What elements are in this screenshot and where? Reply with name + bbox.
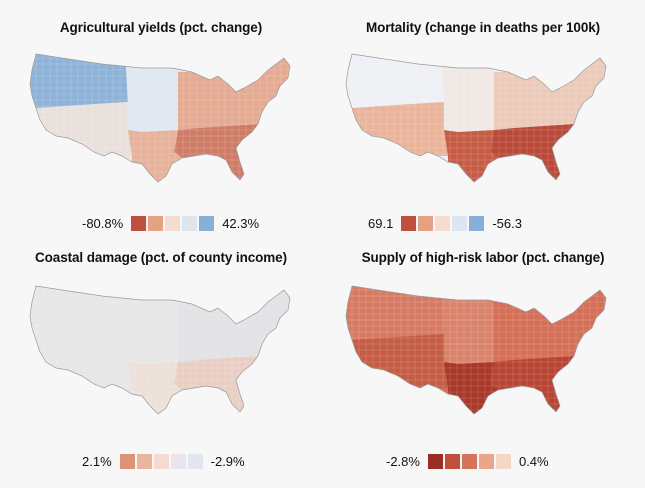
panel-mortality: Mortality (change in deaths per 100k) 69… bbox=[322, 0, 644, 244]
panel-coastal-damage: Coastal damage (pct. of county income) 2… bbox=[0, 244, 322, 488]
us-county-map bbox=[29, 285, 291, 415]
panel-high-risk-labor: Supply of high-risk labor (pct. change) … bbox=[322, 244, 644, 488]
panel-title: Coastal damage (pct. of county income) bbox=[35, 250, 287, 265]
legend-swatch bbox=[148, 216, 164, 231]
color-legend: 2.1% -2.9% bbox=[82, 454, 245, 469]
legend-swatch bbox=[165, 216, 181, 231]
legend-swatch bbox=[444, 454, 460, 469]
map-region-plains bbox=[442, 66, 494, 132]
legend-swatch bbox=[136, 454, 152, 469]
map-region-south-west bbox=[36, 102, 132, 156]
panel-title: Supply of high-risk labor (pct. change) bbox=[361, 250, 605, 265]
map-region-south-east bbox=[174, 356, 258, 412]
legend-swatch bbox=[435, 216, 451, 231]
map-region-south-west bbox=[352, 102, 448, 156]
map-region-plains bbox=[442, 298, 494, 364]
legend-max-label: -2.9% bbox=[210, 454, 245, 469]
legend-max-label: -56.3 bbox=[492, 216, 522, 231]
legend-swatches bbox=[131, 216, 215, 231]
legend-swatch bbox=[427, 454, 443, 469]
us-outline bbox=[345, 53, 607, 183]
legend-swatches bbox=[427, 454, 511, 469]
map-region-north-west bbox=[30, 54, 128, 108]
map-region-texas bbox=[128, 130, 182, 182]
legend-swatch bbox=[170, 454, 186, 469]
panel-agricultural-yields: Agricultural yields (pct. change) -80.8%… bbox=[0, 0, 322, 244]
legend-min-label: -2.8% bbox=[386, 454, 420, 469]
legend-swatch bbox=[187, 454, 203, 469]
map-region-north-west bbox=[30, 286, 128, 340]
map-region-north-west bbox=[346, 286, 444, 340]
map-region-plains bbox=[126, 298, 178, 364]
legend-swatch bbox=[119, 454, 135, 469]
legend-swatch bbox=[478, 454, 494, 469]
us-outline bbox=[29, 285, 291, 415]
legend-swatches bbox=[119, 454, 203, 469]
us-county-map bbox=[29, 53, 291, 183]
legend-swatch bbox=[153, 454, 169, 469]
map-region-south-east bbox=[490, 124, 574, 180]
map-region-south-west bbox=[36, 334, 132, 388]
us-county-map bbox=[345, 285, 607, 415]
legend-min-label: -80.8% bbox=[82, 216, 124, 231]
map-region-plains bbox=[126, 66, 178, 132]
map-region-texas bbox=[444, 130, 498, 182]
legend-max-label: 42.3% bbox=[222, 216, 260, 231]
legend-min-label: 2.1% bbox=[82, 454, 112, 469]
legend-swatch bbox=[469, 216, 485, 231]
color-legend: 69.1 -56.3 bbox=[368, 216, 522, 231]
legend-swatch bbox=[401, 216, 417, 231]
us-outline bbox=[29, 53, 291, 183]
map-region-south-east bbox=[174, 124, 258, 180]
color-legend: -2.8% 0.4% bbox=[386, 454, 549, 469]
legend-swatch bbox=[131, 216, 147, 231]
map-region-texas bbox=[128, 362, 182, 414]
map-region-north-west bbox=[346, 54, 444, 108]
legend-swatch bbox=[461, 454, 477, 469]
legend-min-label: 69.1 bbox=[368, 216, 394, 231]
legend-max-label: 0.4% bbox=[518, 454, 549, 469]
legend-swatch bbox=[182, 216, 198, 231]
legend-swatch bbox=[418, 216, 434, 231]
legend-swatch bbox=[199, 216, 215, 231]
map-region-south-west bbox=[352, 334, 448, 388]
color-legend: -80.8% 42.3% bbox=[82, 216, 259, 231]
legend-swatch bbox=[495, 454, 511, 469]
panel-title: Mortality (change in deaths per 100k) bbox=[365, 20, 601, 35]
legend-swatch bbox=[452, 216, 468, 231]
legend-swatches bbox=[401, 216, 485, 231]
map-region-south-east bbox=[490, 356, 574, 412]
map-region-texas bbox=[444, 362, 498, 414]
us-county-map bbox=[345, 53, 607, 183]
panel-title: Agricultural yields (pct. change) bbox=[59, 20, 263, 35]
us-outline bbox=[345, 285, 607, 415]
